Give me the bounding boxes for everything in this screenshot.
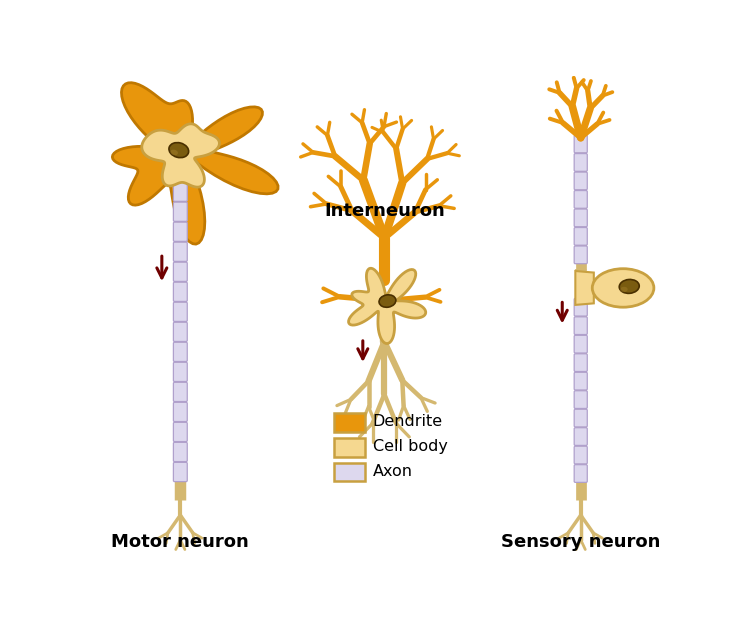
FancyBboxPatch shape: [574, 209, 587, 227]
FancyBboxPatch shape: [334, 438, 365, 457]
Text: Dendrite: Dendrite: [373, 415, 443, 429]
FancyBboxPatch shape: [574, 391, 587, 408]
FancyBboxPatch shape: [173, 242, 188, 262]
FancyBboxPatch shape: [574, 172, 587, 190]
FancyBboxPatch shape: [574, 372, 587, 390]
FancyBboxPatch shape: [574, 190, 587, 208]
Ellipse shape: [170, 150, 178, 155]
FancyBboxPatch shape: [173, 462, 188, 481]
Polygon shape: [112, 83, 278, 244]
FancyBboxPatch shape: [574, 135, 587, 153]
Polygon shape: [575, 271, 594, 305]
FancyBboxPatch shape: [574, 465, 587, 483]
FancyBboxPatch shape: [574, 446, 587, 464]
FancyBboxPatch shape: [173, 282, 188, 302]
Polygon shape: [142, 124, 220, 187]
FancyBboxPatch shape: [173, 342, 188, 361]
FancyBboxPatch shape: [334, 413, 365, 432]
FancyBboxPatch shape: [574, 227, 587, 245]
Ellipse shape: [620, 279, 639, 293]
FancyBboxPatch shape: [173, 222, 188, 241]
Ellipse shape: [592, 269, 654, 307]
FancyBboxPatch shape: [574, 317, 587, 335]
Polygon shape: [349, 269, 426, 344]
FancyBboxPatch shape: [574, 335, 587, 353]
Text: Cell body: Cell body: [373, 439, 448, 454]
FancyBboxPatch shape: [574, 428, 587, 445]
FancyBboxPatch shape: [173, 422, 188, 441]
FancyBboxPatch shape: [574, 154, 587, 171]
FancyBboxPatch shape: [574, 246, 587, 264]
FancyBboxPatch shape: [574, 354, 587, 371]
FancyBboxPatch shape: [173, 443, 188, 462]
Ellipse shape: [169, 143, 189, 157]
FancyBboxPatch shape: [173, 182, 188, 201]
Ellipse shape: [379, 295, 396, 307]
FancyBboxPatch shape: [334, 463, 365, 481]
Text: Sensory neuron: Sensory neuron: [501, 533, 661, 551]
FancyBboxPatch shape: [173, 403, 188, 422]
FancyBboxPatch shape: [173, 262, 188, 281]
Text: Interneuron: Interneuron: [324, 202, 445, 220]
FancyBboxPatch shape: [574, 298, 587, 316]
FancyBboxPatch shape: [173, 382, 188, 401]
Text: Motor neuron: Motor neuron: [112, 533, 249, 551]
FancyBboxPatch shape: [173, 202, 188, 222]
FancyBboxPatch shape: [173, 302, 188, 321]
FancyBboxPatch shape: [574, 409, 587, 427]
Text: Axon: Axon: [373, 464, 413, 479]
Ellipse shape: [620, 287, 628, 292]
FancyBboxPatch shape: [173, 362, 188, 382]
FancyBboxPatch shape: [173, 322, 188, 342]
